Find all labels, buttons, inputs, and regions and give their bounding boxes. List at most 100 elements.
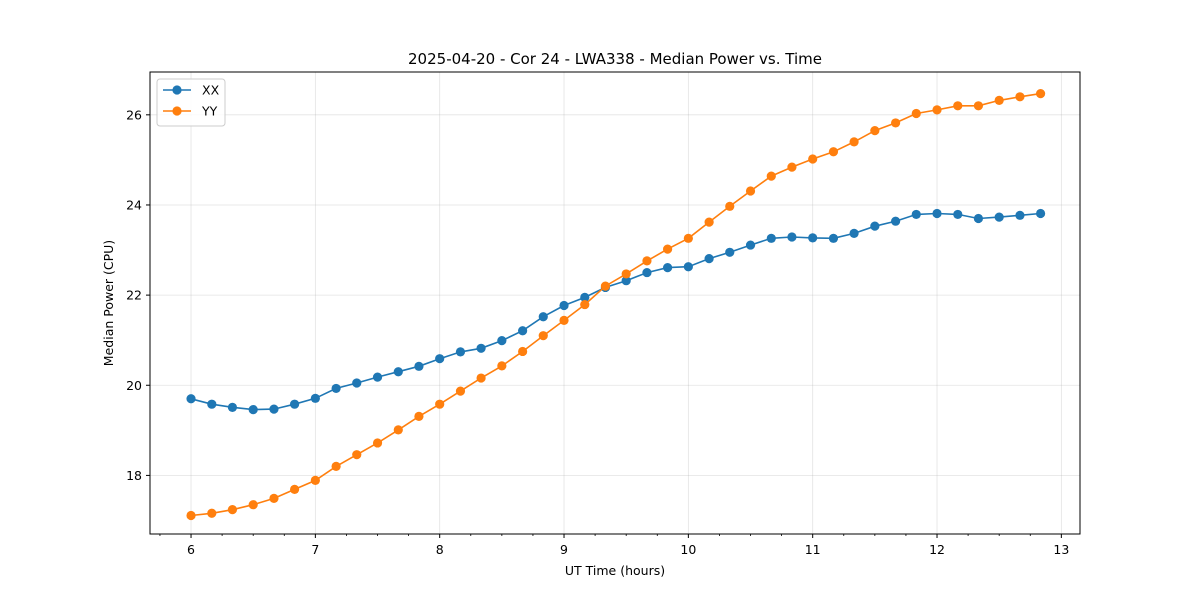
data-point-xx <box>393 367 403 377</box>
y-axis-label: Median Power (CPU) <box>101 240 116 366</box>
x-tick-label: 7 <box>311 542 319 557</box>
data-point-yy <box>662 244 673 254</box>
data-point-xx <box>808 233 818 243</box>
x-tick-label: 8 <box>436 542 444 557</box>
tick-layer: 6 7 8 9 10 11 12 13 18 20 22 24 26 <box>126 107 1069 557</box>
data-point-xx <box>911 209 921 220</box>
data-point-yy <box>310 475 320 485</box>
x-tick-label: 12 <box>929 542 945 557</box>
data-point-yy <box>580 299 590 310</box>
data-point-xx <box>414 361 424 371</box>
data-point-yy <box>870 125 880 136</box>
grid-layer <box>150 72 1080 534</box>
data-point-xx <box>932 208 942 219</box>
data-point-xx <box>497 336 507 346</box>
data-point-yy <box>725 201 735 211</box>
data-point-xx <box>455 347 466 357</box>
data-point-xx <box>870 221 880 231</box>
data-point-xx <box>683 262 693 272</box>
data-point-yy <box>455 386 466 396</box>
data-point-xx <box>787 232 797 242</box>
x-axis-label: UT Time (hours) <box>565 563 665 578</box>
data-point-yy <box>994 95 1004 105</box>
data-point-xx <box>621 276 631 286</box>
data-point-xx <box>580 292 590 302</box>
data-point-xx <box>1015 210 1025 220</box>
legend-marker-xx <box>172 85 182 95</box>
data-point-yy <box>932 105 942 115</box>
x-tick-label: 11 <box>805 542 821 557</box>
data-point-xx <box>518 326 528 336</box>
data-point-yy <box>621 269 631 279</box>
x-tick-label: 10 <box>680 542 696 557</box>
data-point-xx <box>207 399 217 409</box>
chart-title: 2025-04-20 - Cor 24 - LWA338 - Median Po… <box>408 50 822 68</box>
data-point-xx <box>372 372 383 382</box>
x-tick-label: 6 <box>187 542 195 557</box>
data-point-yy <box>683 233 693 243</box>
data-point-yy <box>973 101 984 111</box>
y-tick-label: 26 <box>126 107 142 122</box>
data-point-xx <box>662 263 673 273</box>
data-point-yy <box>953 101 963 111</box>
data-point-xx <box>269 404 279 414</box>
data-point-yy <box>186 510 196 521</box>
data-point-yy <box>269 493 279 503</box>
data-point-yy <box>766 171 776 181</box>
data-point-xx <box>849 228 859 238</box>
data-point-yy <box>538 331 548 341</box>
data-point-xx <box>248 404 258 415</box>
y-tick-label: 18 <box>126 468 142 483</box>
data-point-xx <box>828 233 839 243</box>
data-point-xx <box>310 393 320 403</box>
data-point-xx <box>642 267 652 278</box>
data-point-yy <box>849 137 859 147</box>
data-point-yy <box>435 399 445 409</box>
series-layer <box>186 89 1046 521</box>
data-point-xx <box>891 216 901 226</box>
data-point-xx <box>289 399 300 409</box>
data-point-xx <box>766 233 776 243</box>
data-point-yy <box>911 108 921 119</box>
data-point-yy <box>745 186 756 196</box>
data-point-yy <box>808 154 818 164</box>
data-point-xx <box>186 394 196 404</box>
data-point-yy <box>393 425 403 435</box>
data-point-yy <box>600 281 611 291</box>
data-point-yy <box>1035 89 1046 99</box>
data-point-yy <box>227 505 238 515</box>
legend-marker-yy <box>172 106 182 116</box>
data-point-yy <box>559 315 569 325</box>
data-point-xx <box>476 343 486 353</box>
y-tick-label: 20 <box>126 378 142 393</box>
data-point-xx <box>227 402 238 412</box>
data-point-yy <box>352 450 362 460</box>
data-point-xx <box>352 378 362 388</box>
data-point-xx <box>973 213 984 224</box>
series-line-xx <box>190 212 1041 411</box>
data-point-xx <box>953 209 963 220</box>
data-point-yy <box>476 373 486 383</box>
data-point-yy <box>828 147 839 157</box>
data-point-yy <box>704 217 714 227</box>
series-line-yy <box>190 92 1041 517</box>
data-point-yy <box>289 484 300 494</box>
legend-label-yy: YY <box>201 104 218 119</box>
data-point-xx <box>704 254 714 264</box>
data-point-yy <box>891 118 901 128</box>
y-tick-label: 22 <box>126 288 142 303</box>
data-point-xx <box>331 383 341 394</box>
data-point-yy <box>1015 92 1025 102</box>
data-point-xx <box>745 240 756 250</box>
data-point-xx <box>1035 208 1046 219</box>
data-point-xx <box>538 312 548 322</box>
data-point-yy <box>787 162 797 172</box>
x-tick-label: 13 <box>1053 542 1069 557</box>
data-point-yy <box>248 500 258 510</box>
data-point-xx <box>994 212 1004 222</box>
plot-frame <box>149 71 1081 535</box>
y-tick-label: 24 <box>126 197 142 212</box>
data-point-xx <box>435 354 445 364</box>
data-point-xx <box>725 247 735 257</box>
